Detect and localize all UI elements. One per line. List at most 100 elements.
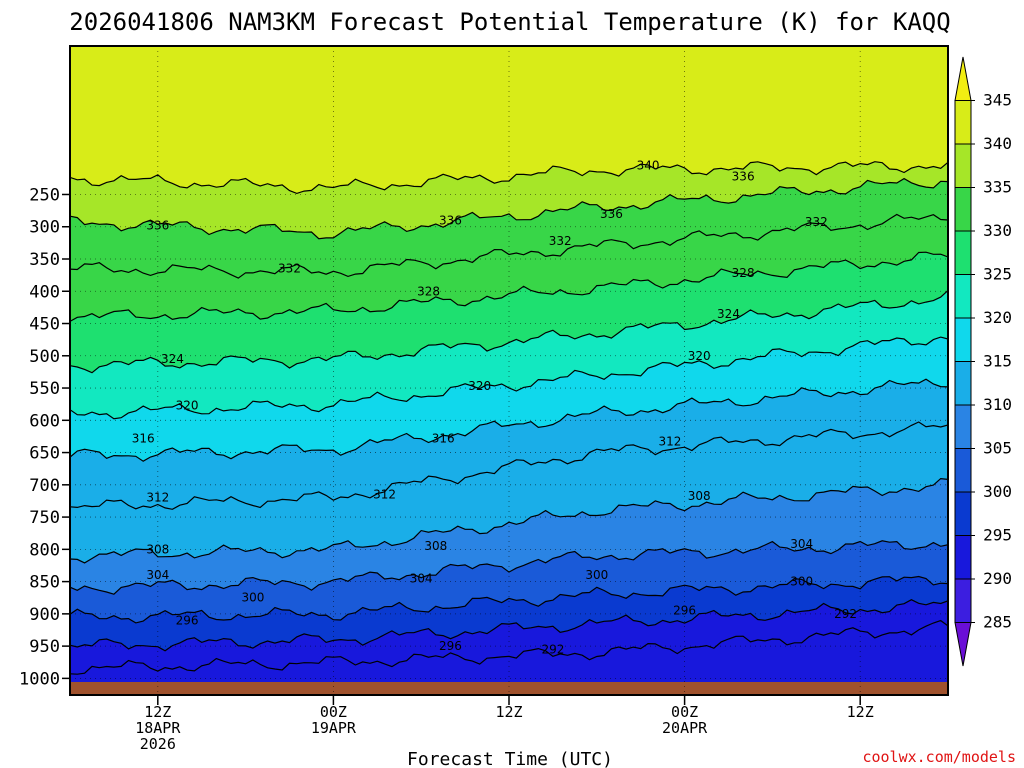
x-tick-label: 12Z [495, 703, 522, 721]
colorbar-tick-label: 335 [983, 178, 1012, 197]
y-axis: 250 300 350 400 450 500 550 600 650 700 750 800 850 9… [19, 185, 70, 689]
x-tick-label: 00Z [320, 703, 347, 721]
y-tick-label: 250 [29, 185, 60, 205]
temperature-band-320-324 [70, 290, 948, 419]
contour-label: 292 [834, 607, 857, 621]
y-tick-label: 850 [29, 573, 60, 593]
contour-label: 308 [688, 489, 711, 503]
x-tick-label: 18APR [135, 719, 181, 737]
contour-label: 296 [176, 613, 199, 627]
colorbar-swatch [954, 404, 972, 449]
contour-label: 340 [637, 158, 660, 172]
colorbar-swatch [954, 100, 972, 145]
contour-line-320 [70, 336, 948, 420]
y-tick-label: 600 [29, 411, 60, 431]
contour-label: 324 [161, 352, 184, 366]
contour-line-340 [70, 161, 948, 195]
temperature-band-340-344 [70, 46, 948, 194]
colorbar-tick-label: 300 [983, 482, 1012, 501]
contour-label: 332 [805, 215, 828, 229]
colorbar-tick-label: 295 [983, 526, 1012, 545]
y-tick-label: 900 [29, 605, 60, 625]
contour-line-308 [70, 477, 948, 564]
colorbar-swatch [954, 491, 972, 536]
y-tick-label: 350 [29, 250, 60, 270]
contour-label: 304 [790, 537, 813, 551]
colorbar-swatch [954, 230, 972, 275]
contour-label: 304 [410, 571, 433, 585]
colorbar-tick-label: 305 [983, 439, 1012, 458]
contour-label: 296 [439, 639, 462, 653]
contour-label: 336 [732, 169, 755, 183]
temperature-band-324-328 [70, 252, 948, 373]
x-tick-label: 19APR [311, 719, 357, 737]
colorbar-swatch [954, 535, 972, 580]
colorbar-tick-label: 290 [983, 569, 1012, 588]
contour-label: 336 [146, 218, 169, 232]
contour-label: 312 [373, 487, 396, 501]
credit-text: coolwx.com/models [862, 748, 1016, 766]
contour-label: 312 [146, 491, 169, 505]
contour-line-304 [70, 540, 948, 595]
contour-line-328 [70, 251, 948, 322]
colorbar-swatch [954, 317, 972, 362]
contour-label: 300 [241, 591, 264, 605]
x-tick-label: 12Z [847, 703, 874, 721]
chart-title: 2026041806 NAM3KM Forecast Potential Tem… [69, 8, 950, 36]
contour-label: 312 [659, 435, 682, 449]
contour-lines [70, 161, 948, 675]
contour-label: 320 [468, 379, 491, 393]
y-tick-label: 800 [29, 540, 60, 560]
colorbar-swatch [954, 448, 972, 493]
contour-label: 300 [585, 568, 608, 582]
colorbar-swatch [954, 187, 972, 232]
contour-label: 328 [417, 284, 440, 298]
contour-label: 308 [424, 539, 447, 553]
terrain-band [70, 682, 948, 695]
contour-labels: 340 336 336 336 336 332 332 332 328 328 324 324 320 3… [132, 158, 857, 656]
temperature-band-308-312 [70, 422, 948, 563]
colorbar: 285 290 295 300 305 310 315 320 325 330 335 340 345 [954, 56, 1012, 667]
colorbar-swatch [954, 274, 972, 319]
contour-label: 316 [132, 431, 155, 445]
contour-line-296 [70, 599, 948, 652]
y-tick-label: 450 [29, 315, 60, 335]
y-tick-label: 300 [29, 218, 60, 238]
temperature-band-316-320 [70, 337, 948, 462]
x-tick-label: 00Z [671, 703, 698, 721]
temperature-band-336-340 [70, 161, 948, 239]
y-tick-label: 1000 [19, 669, 60, 689]
colorbar-tick-label: 330 [983, 221, 1012, 240]
contour-label: 324 [717, 307, 740, 321]
x-tick-label: 2026 [140, 735, 176, 753]
x-tick-label: 12Z [144, 703, 171, 721]
colorbar-swatch [954, 143, 972, 188]
contour-label: 320 [688, 349, 711, 363]
contour-line-292 [70, 619, 948, 675]
contour-label: 332 [549, 234, 572, 248]
y-tick-label: 650 [29, 444, 60, 464]
contour-line-324 [70, 289, 948, 374]
y-tick-label: 500 [29, 347, 60, 367]
contour-label: 336 [600, 207, 623, 221]
colorbar-tick-label: 320 [983, 308, 1012, 327]
colorbar-tick-label: 325 [983, 265, 1012, 284]
colorbar-swatch [954, 578, 972, 623]
contour-label: 300 [790, 575, 813, 589]
contour-label: 332 [278, 262, 301, 276]
temperature-band-312-316 [70, 379, 948, 510]
colorbar-swatch [954, 622, 972, 667]
colorbar-tick-label: 345 [983, 91, 1012, 110]
contour-line-316 [70, 378, 948, 462]
contour-label: 320 [176, 398, 199, 412]
temperature-fill [70, 46, 948, 695]
temperature-band-296-300 [70, 576, 948, 651]
grid-lines [70, 46, 948, 695]
x-axis-label: Forecast Time (UTC) [407, 749, 613, 768]
colorbar-tick-label: 285 [983, 613, 1012, 632]
y-tick-label: 550 [29, 379, 60, 399]
colorbar-swatch [954, 56, 972, 101]
contour-label: 336 [439, 213, 462, 227]
